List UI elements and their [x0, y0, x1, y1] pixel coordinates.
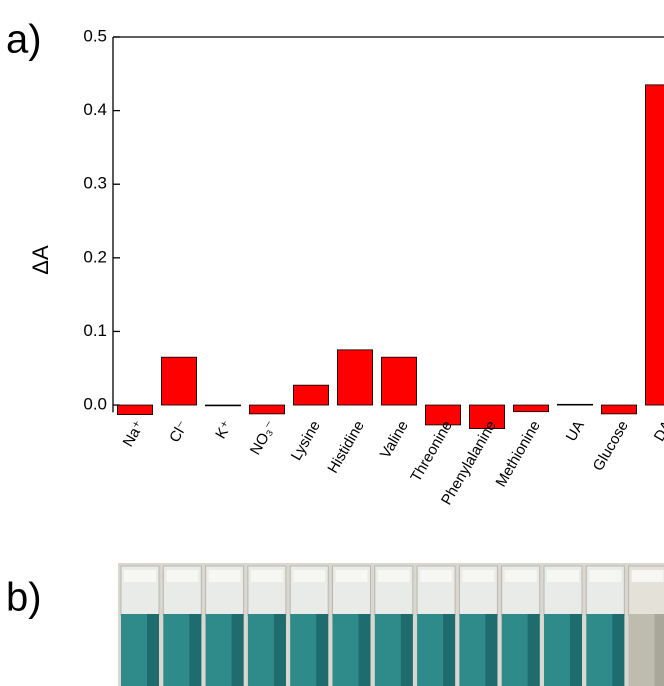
cuvette-cap [420, 570, 453, 582]
bar [513, 404, 550, 413]
x-tick-label: Glucose [590, 418, 632, 474]
x-tick-label: K⁺ [212, 418, 236, 442]
cuvette-shade [231, 614, 244, 686]
cuvette-shade [527, 614, 540, 686]
bar [380, 356, 417, 406]
cuvette-photo [120, 565, 664, 686]
bar [424, 404, 461, 426]
y-tick-label: 0.1 [83, 321, 107, 340]
x-tick-label: UA [563, 418, 588, 445]
cuvette-shade [400, 614, 413, 686]
cuvette-cap [124, 570, 156, 582]
y-tick-label: 0.2 [83, 247, 107, 266]
bar [468, 404, 505, 429]
y-tick-label: 0.0 [83, 395, 107, 414]
x-tick-label: Threonine [407, 418, 455, 485]
cuvette-cap [504, 570, 537, 582]
cuvette-cap [462, 570, 495, 582]
cuvette-cap [631, 570, 664, 582]
x-tick-label: DA [651, 418, 664, 445]
bar [117, 404, 154, 416]
cuvette-shade [485, 614, 498, 686]
y-tick-label: 0.4 [83, 100, 107, 119]
cuvette-shade [443, 614, 456, 686]
cuvette-shade [147, 614, 159, 686]
panel-label: a) [6, 18, 42, 62]
bar [204, 404, 241, 407]
cuvette-cap [166, 570, 199, 582]
bar [557, 403, 594, 406]
x-tick-label: Valine [377, 418, 412, 462]
bar [601, 404, 638, 415]
cuvette-cap [335, 570, 368, 582]
y-tick-label: 0.3 [83, 174, 107, 193]
cuvette-shade [570, 614, 582, 686]
cuvette-cap [250, 570, 283, 582]
cuvette-shade [273, 614, 286, 686]
panel-label: b) [6, 576, 42, 620]
cuvette-cap [293, 570, 326, 582]
cuvette-cap [547, 570, 579, 582]
cuvette-cap [377, 570, 410, 582]
x-tick-label: Histidine [324, 418, 367, 476]
y-tick-label: 0.5 [83, 26, 107, 45]
bar [336, 349, 373, 406]
x-tick-label: Na⁺ [120, 418, 148, 450]
cuvette-shade [358, 614, 371, 686]
cuvette-cap [589, 570, 622, 582]
cuvette-cap [208, 570, 241, 582]
bar [160, 356, 197, 406]
x-tick-label: NO₃⁻ [247, 418, 280, 458]
bar [645, 84, 664, 406]
cuvette-shade [654, 614, 664, 686]
cuvette-shade [189, 614, 202, 686]
y-axis-label: ΔA [28, 245, 53, 275]
x-tick-label: Lysine [288, 418, 324, 464]
cuvette-shade [612, 614, 625, 686]
x-tick-label: Cl⁻ [166, 418, 192, 446]
bar [248, 404, 285, 415]
cuvette-shade [316, 614, 329, 686]
bar [292, 384, 329, 406]
